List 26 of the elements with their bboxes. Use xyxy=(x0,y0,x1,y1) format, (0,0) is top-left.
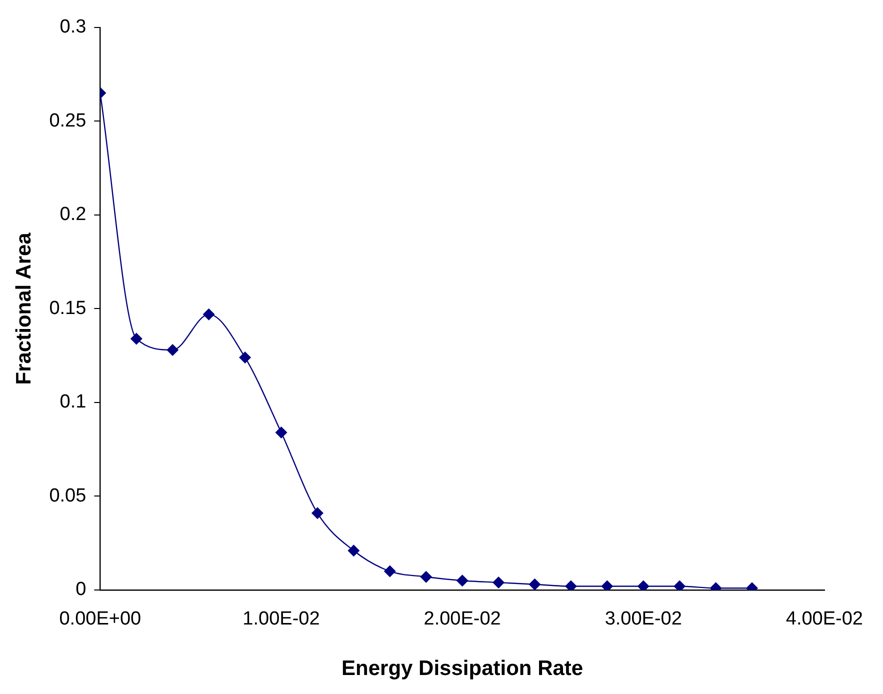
point xyxy=(311,507,324,520)
point xyxy=(384,565,396,578)
y-axis-title: Fractional Area xyxy=(12,232,36,385)
point xyxy=(275,426,288,438)
x-tick-label: 4.00E-02 xyxy=(786,608,864,630)
point xyxy=(348,544,360,557)
y-tick-label: 0.3 xyxy=(60,16,86,38)
x-tick-label: 1.00E-02 xyxy=(242,608,320,630)
x-tick-label: 2.00E-02 xyxy=(424,608,501,630)
point xyxy=(130,332,142,345)
point xyxy=(492,576,505,588)
y-tick-label: 0.2 xyxy=(60,204,86,226)
y-tick-label: 0 xyxy=(76,579,86,600)
x-axis-title: Energy Dissipation Rate xyxy=(342,657,584,680)
point xyxy=(239,351,252,364)
point xyxy=(166,344,179,356)
y-tick-label: 0.1 xyxy=(60,392,86,413)
x-tick-label: 0.00E+00 xyxy=(59,608,142,630)
point xyxy=(528,578,541,590)
x-tick-label: 3.00E-02 xyxy=(604,608,682,630)
point xyxy=(420,570,432,583)
y-tick-label: 0.05 xyxy=(49,485,86,506)
point xyxy=(202,308,215,320)
y-tick-label: 0.25 xyxy=(49,110,86,132)
y-tick-label: 0.15 xyxy=(49,298,86,319)
point xyxy=(456,574,468,587)
